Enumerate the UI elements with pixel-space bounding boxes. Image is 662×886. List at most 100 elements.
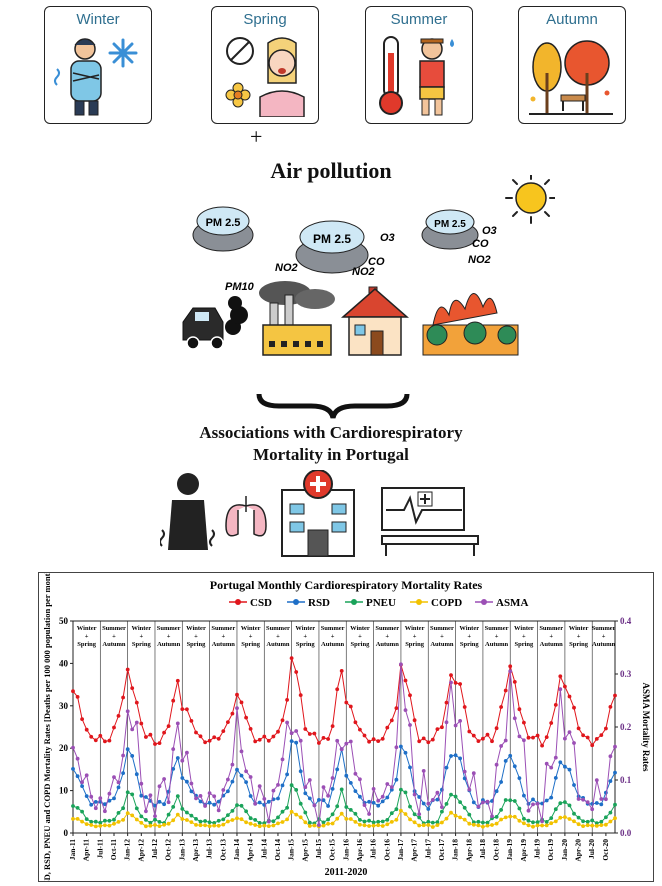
chart-series <box>71 656 617 829</box>
data-point-pneu <box>567 803 572 808</box>
data-point-csd <box>394 706 399 710</box>
data-point-asma <box>567 730 572 734</box>
data-point-csd <box>462 705 467 709</box>
x-tick-label: Jan-12 <box>123 839 132 861</box>
data-point-copd <box>271 823 276 828</box>
data-point-copd <box>371 823 376 828</box>
season-card-winter: Winter <box>44 6 152 124</box>
data-point-rsd <box>130 754 135 758</box>
data-point-pneu <box>499 808 503 812</box>
data-point-copd <box>185 818 189 822</box>
data-point-copd <box>563 815 567 819</box>
mortality-chart: Portugal Monthly Cardiorespiratory Morta… <box>38 572 654 882</box>
data-point-asma <box>576 797 581 801</box>
data-point-copd <box>376 823 381 828</box>
data-point-csd <box>558 674 563 679</box>
x-tick-label: Oct-11 <box>109 839 118 860</box>
data-point-copd <box>572 819 576 824</box>
data-point-copd <box>262 823 267 828</box>
data-point-csd <box>544 735 549 739</box>
data-point-asma <box>148 793 153 798</box>
data-point-rsd <box>216 799 221 804</box>
data-point-asma <box>289 731 294 736</box>
data-point-copd <box>608 819 613 824</box>
data-point-copd <box>508 814 513 819</box>
data-point-asma <box>403 708 408 712</box>
data-point-asma <box>467 787 472 792</box>
data-point-csd <box>139 721 144 726</box>
data-point-rsd <box>207 800 212 805</box>
data-point-rsd <box>494 789 499 794</box>
data-point-copd <box>75 817 80 821</box>
data-point-csd <box>80 717 84 721</box>
data-point-copd <box>203 823 208 828</box>
data-point-copd <box>590 823 595 828</box>
data-point-csd <box>212 735 217 740</box>
data-point-asma <box>531 802 535 807</box>
season-band-label: Spring <box>241 641 261 648</box>
season-band-label: Spring <box>296 641 316 648</box>
data-point-rsd <box>276 796 280 801</box>
data-point-copd <box>253 823 258 827</box>
season-band-label: Autumn <box>321 641 345 648</box>
legend-item-rsd: RSD <box>287 597 330 609</box>
data-point-pneu <box>194 817 198 821</box>
data-point-copd <box>517 818 522 823</box>
data-point-pneu <box>339 787 344 792</box>
x-tick-label: Apr-12 <box>136 839 145 862</box>
data-point-csd <box>412 718 417 723</box>
season-card-spring: Spring <box>211 6 319 124</box>
data-point-pneu <box>553 807 558 812</box>
y2-tick-label: 0.4 <box>620 616 632 626</box>
data-point-pneu <box>203 819 208 823</box>
season-band-label: Winter <box>569 625 589 632</box>
data-point-asma <box>262 797 267 801</box>
data-point-copd <box>389 820 394 824</box>
data-point-copd <box>444 816 449 821</box>
data-point-pneu <box>112 817 116 822</box>
data-point-pneu <box>389 811 394 816</box>
data-point-pneu <box>212 821 217 825</box>
series-copd <box>71 808 617 829</box>
data-point-pneu <box>330 812 335 817</box>
data-point-asma <box>175 721 180 726</box>
data-point-pneu <box>107 818 112 823</box>
data-point-asma <box>93 806 98 811</box>
data-point-csd <box>494 726 499 731</box>
data-point-asma <box>458 719 462 723</box>
data-point-asma <box>339 747 344 752</box>
data-point-copd <box>358 822 362 827</box>
data-point-pneu <box>185 810 189 815</box>
data-point-asma <box>335 738 340 743</box>
data-point-copd <box>430 825 435 829</box>
data-point-rsd <box>458 756 462 761</box>
data-point-asma <box>572 741 576 745</box>
data-point-csd <box>508 664 513 669</box>
x-tick-label: Oct-16 <box>382 839 391 861</box>
data-point-rsd <box>544 798 549 803</box>
season-band-label: Autumn <box>540 641 564 648</box>
season-band-label: Summer <box>211 625 235 632</box>
data-point-pneu <box>403 790 408 795</box>
pm25-label: PM 2.5 <box>206 217 241 229</box>
legend-item-copd: COPD <box>410 597 462 609</box>
data-point-copd <box>303 820 308 825</box>
data-point-copd <box>121 818 125 822</box>
x-tick-label: Jan-16 <box>341 839 350 861</box>
smog-cloud-icon: PM 2.5 <box>192 206 254 252</box>
data-point-copd <box>189 820 194 824</box>
data-point-pneu <box>503 798 508 802</box>
data-point-pneu <box>130 792 135 797</box>
data-point-copd <box>89 823 94 827</box>
data-point-rsd <box>462 776 467 781</box>
data-point-csd <box>553 703 558 707</box>
data-point-pneu <box>116 811 121 815</box>
co-label: CO <box>368 256 385 268</box>
data-point-asma <box>185 750 189 755</box>
data-point-copd <box>344 817 349 821</box>
association-title-line1: Associations with Cardiorespiratory <box>199 423 463 442</box>
data-point-csd <box>248 727 253 731</box>
data-point-copd <box>385 822 390 827</box>
season-band-label: Autumn <box>266 641 290 648</box>
chest-pain-person-icon <box>160 473 215 550</box>
